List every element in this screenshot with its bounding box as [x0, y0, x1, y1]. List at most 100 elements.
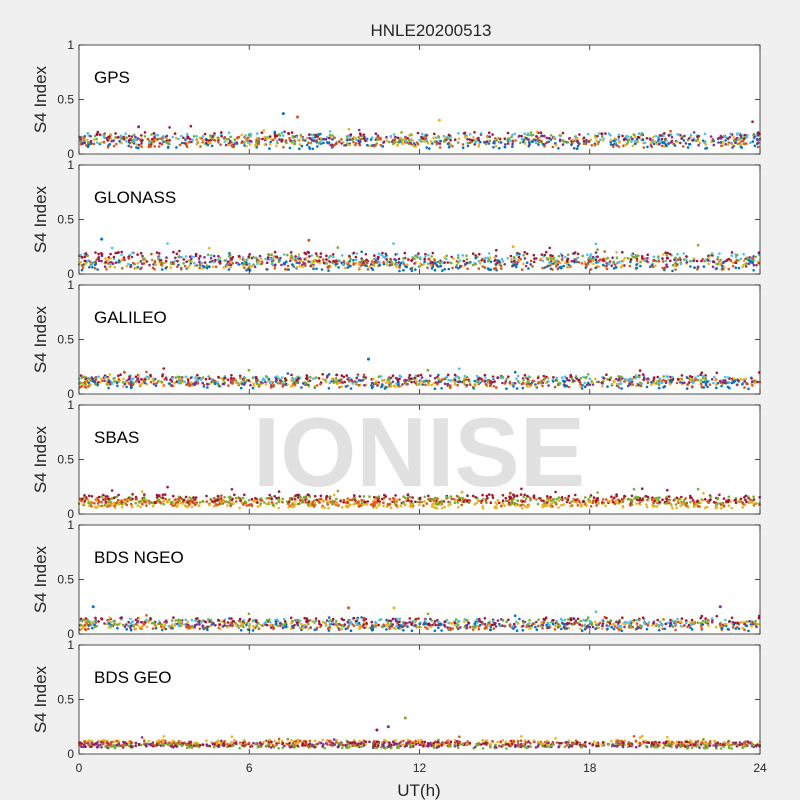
data-point [474, 262, 478, 266]
data-point [607, 132, 611, 135]
data-point [629, 258, 633, 262]
data-point [124, 132, 127, 135]
data-point [349, 264, 352, 268]
data-point [731, 264, 735, 268]
data-point [491, 494, 494, 497]
data-point [662, 378, 665, 382]
data-point [347, 263, 350, 266]
data-point [351, 498, 354, 502]
data-point [358, 495, 362, 498]
data-point [441, 506, 444, 510]
data-point [243, 137, 247, 140]
data-point [89, 135, 92, 138]
data-point [617, 133, 621, 137]
data-point [595, 380, 599, 384]
y-axis-label: S4 Index [31, 185, 50, 253]
data-point [726, 137, 730, 140]
data-point [483, 373, 487, 377]
data-point [447, 267, 451, 271]
data-point [636, 254, 640, 257]
data-point [459, 264, 462, 268]
data-point [358, 504, 361, 508]
data-point [379, 375, 383, 378]
data-point [132, 261, 135, 265]
data-point [169, 501, 173, 504]
data-point [120, 506, 124, 509]
data-point [611, 143, 615, 147]
data-point [327, 373, 331, 376]
data-point [645, 385, 649, 389]
data-point [243, 258, 246, 262]
data-point [511, 382, 515, 385]
data-point [542, 374, 546, 378]
data-point [369, 138, 373, 141]
data-point [80, 499, 83, 503]
data-point [352, 258, 355, 262]
data-point [364, 139, 367, 143]
data-point [148, 502, 151, 505]
data-point [567, 265, 571, 269]
data-point [93, 502, 96, 505]
data-point [465, 375, 469, 379]
data-point [192, 255, 195, 259]
data-point [525, 261, 529, 265]
data-point [495, 139, 499, 142]
data-point [229, 504, 232, 508]
data-point [280, 140, 283, 143]
data-point [231, 255, 235, 259]
data-point [491, 133, 494, 136]
data-point [456, 383, 459, 387]
data-point [178, 143, 182, 147]
data-point [558, 134, 561, 137]
data-point [161, 496, 165, 500]
data-point [624, 377, 627, 381]
data-point [722, 261, 725, 264]
data-point [268, 257, 272, 260]
data-point [418, 138, 421, 142]
data-point [457, 266, 460, 270]
data-point [307, 493, 311, 497]
data-point [671, 263, 675, 267]
data-point [535, 130, 539, 134]
data-point [743, 380, 747, 383]
data-point [661, 380, 664, 384]
data-point [299, 133, 303, 137]
data-point [248, 253, 251, 256]
data-point [420, 376, 424, 379]
data-point [228, 262, 231, 265]
data-point [386, 260, 389, 264]
data-point [421, 383, 425, 386]
data-point [680, 137, 683, 140]
data-point [488, 628, 492, 632]
data-point [185, 145, 189, 149]
data-point [428, 257, 431, 261]
data-point [424, 383, 427, 387]
data-point [293, 139, 296, 142]
data-point [464, 378, 468, 381]
data-point [402, 268, 405, 272]
data-point [332, 255, 335, 259]
data-point [375, 142, 379, 145]
data-point [648, 137, 652, 140]
data-point [440, 261, 444, 264]
data-point [441, 269, 444, 272]
data-point [729, 500, 733, 503]
data-point [742, 252, 745, 256]
data-point [511, 142, 514, 146]
data-point [317, 500, 321, 504]
data-point [397, 384, 401, 388]
data-point [270, 253, 274, 257]
data-point [276, 381, 280, 385]
data-point [392, 500, 396, 504]
data-point [83, 494, 86, 497]
data-point [86, 138, 89, 142]
data-point [673, 258, 676, 262]
data-point [331, 501, 334, 505]
data-point [615, 256, 619, 260]
scatter-points [78, 112, 762, 151]
data-point [190, 497, 193, 501]
data-point [357, 136, 360, 139]
data-point [629, 260, 632, 264]
data-point [103, 503, 107, 506]
data-point [349, 257, 352, 261]
